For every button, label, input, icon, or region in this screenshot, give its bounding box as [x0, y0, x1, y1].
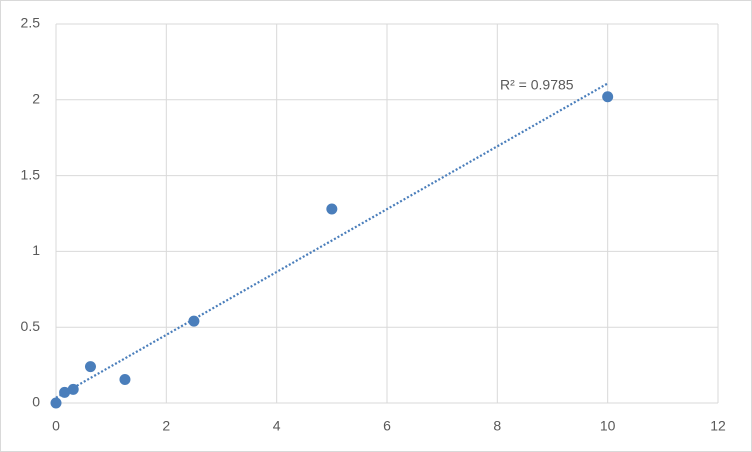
- point: [119, 374, 131, 386]
- y-tick-label: 2: [32, 91, 40, 107]
- x-tick-label: 8: [493, 418, 501, 434]
- y-tick-label: 0: [32, 394, 40, 410]
- point: [602, 91, 614, 103]
- x-tick-label: 4: [273, 418, 281, 434]
- point: [67, 383, 79, 395]
- x-tick-label: 10: [600, 418, 616, 434]
- point: [84, 361, 96, 373]
- trendline: [55, 82, 609, 399]
- y-tick-label: 2.5: [21, 15, 41, 31]
- y-tick-label: 0.5: [21, 318, 41, 334]
- point: [50, 397, 62, 409]
- point: [326, 203, 338, 215]
- y-tick-label: 1.5: [21, 166, 41, 182]
- x-tick-label: 12: [710, 418, 726, 434]
- y-tick-label: 1: [32, 242, 40, 258]
- x-tick-label: 2: [162, 418, 170, 434]
- x-tick-label: 6: [383, 418, 391, 434]
- x-tick-label: 0: [52, 418, 60, 434]
- annotation: R² = 0.9785: [500, 77, 574, 93]
- point: [188, 315, 200, 327]
- point: [59, 386, 71, 398]
